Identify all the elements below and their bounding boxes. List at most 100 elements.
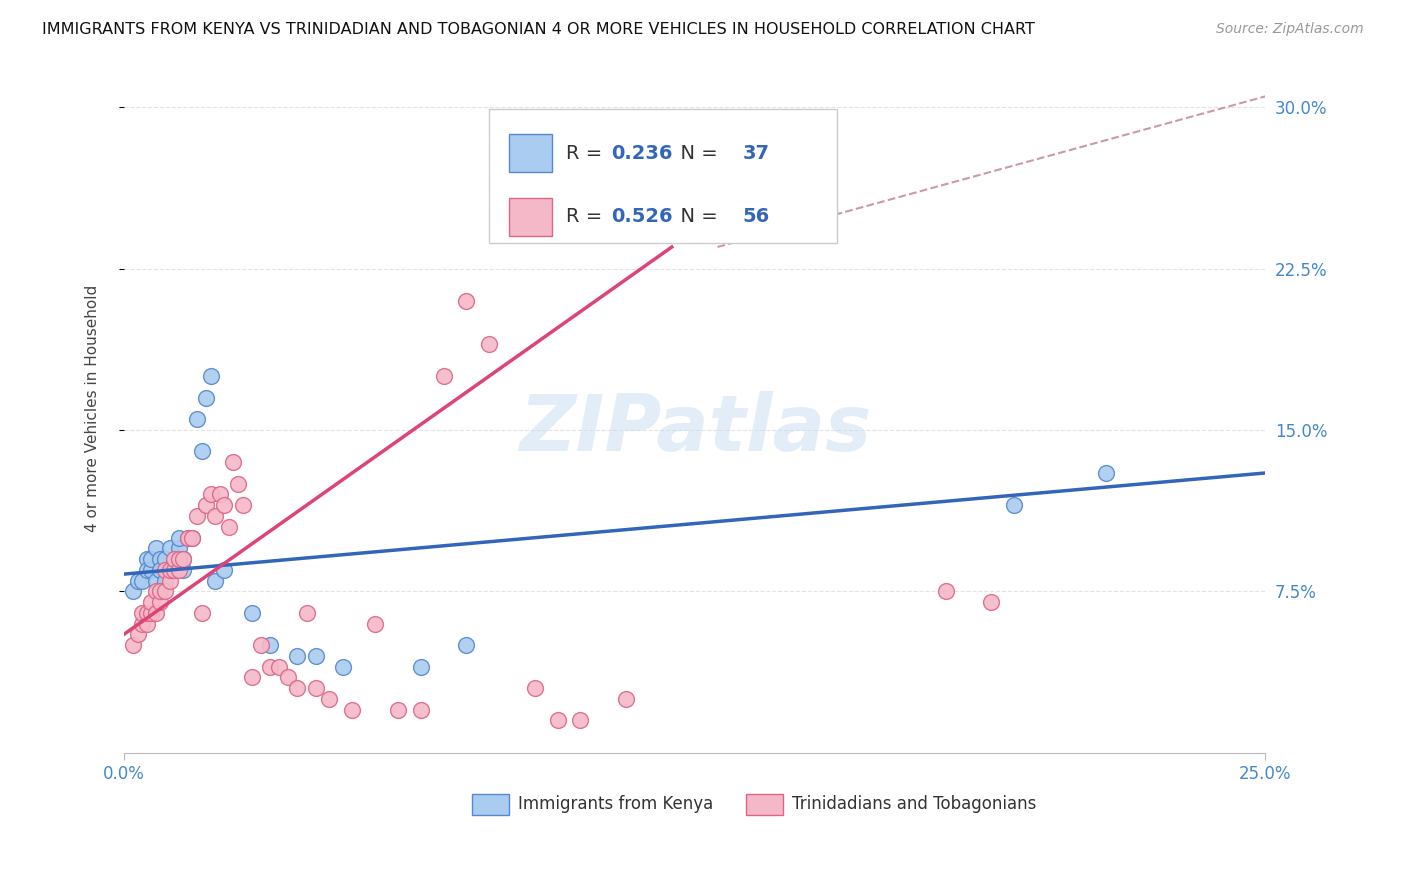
Point — [145, 584, 167, 599]
Point — [167, 563, 190, 577]
Point — [131, 574, 153, 588]
Point — [250, 638, 273, 652]
Point — [478, 336, 501, 351]
Point — [172, 563, 194, 577]
Point — [149, 595, 172, 609]
Text: 0.236: 0.236 — [612, 144, 673, 162]
Point — [432, 369, 454, 384]
Point — [287, 648, 309, 663]
Point — [204, 508, 226, 523]
Point — [159, 563, 181, 577]
Text: Source: ZipAtlas.com: Source: ZipAtlas.com — [1216, 22, 1364, 37]
Point — [127, 574, 149, 588]
Point — [240, 606, 263, 620]
Point — [181, 531, 204, 545]
Point — [141, 552, 163, 566]
Point — [295, 606, 318, 620]
Point — [190, 444, 212, 458]
Point — [153, 584, 176, 599]
Point — [122, 638, 145, 652]
Point — [177, 531, 200, 545]
Text: Trinidadians and Tobagonians: Trinidadians and Tobagonians — [792, 796, 1036, 814]
Point — [200, 369, 222, 384]
Point — [163, 563, 186, 577]
Point — [332, 659, 354, 673]
Point — [214, 563, 236, 577]
Point — [342, 703, 364, 717]
FancyBboxPatch shape — [509, 134, 553, 172]
Point — [141, 595, 163, 609]
Text: N =: N = — [668, 207, 724, 227]
Point — [135, 552, 157, 566]
Point — [1094, 466, 1116, 480]
Point — [186, 412, 208, 426]
Point — [135, 606, 157, 620]
Point — [523, 681, 546, 696]
Point — [122, 584, 145, 599]
Text: R =: R = — [565, 207, 609, 227]
Point — [214, 498, 236, 512]
Point — [287, 681, 309, 696]
Point — [190, 606, 212, 620]
Point — [172, 552, 194, 566]
Text: N =: N = — [668, 144, 724, 162]
Point — [167, 541, 190, 556]
Point — [163, 552, 186, 566]
Point — [387, 703, 409, 717]
FancyBboxPatch shape — [747, 794, 783, 814]
Y-axis label: 4 or more Vehicles in Household: 4 or more Vehicles in Household — [86, 285, 100, 532]
Point — [181, 531, 204, 545]
Point — [149, 552, 172, 566]
Point — [259, 638, 281, 652]
Point — [208, 487, 231, 501]
Text: IMMIGRANTS FROM KENYA VS TRINIDADIAN AND TOBAGONIAN 4 OR MORE VEHICLES IN HOUSEH: IMMIGRANTS FROM KENYA VS TRINIDADIAN AND… — [42, 22, 1035, 37]
Point — [177, 531, 200, 545]
Point — [980, 595, 1002, 609]
Point — [167, 531, 190, 545]
Point — [195, 498, 218, 512]
Text: R =: R = — [565, 144, 609, 162]
Point — [127, 627, 149, 641]
Point — [318, 692, 340, 706]
Text: 56: 56 — [742, 207, 770, 227]
Point — [131, 606, 153, 620]
Point — [614, 692, 637, 706]
Point — [409, 703, 432, 717]
Point — [218, 520, 240, 534]
Point — [222, 455, 245, 469]
Text: 37: 37 — [742, 144, 769, 162]
FancyBboxPatch shape — [509, 198, 553, 235]
FancyBboxPatch shape — [489, 109, 838, 244]
Point — [195, 391, 218, 405]
Point — [172, 552, 194, 566]
Point — [153, 563, 176, 577]
Point — [240, 670, 263, 684]
Point — [153, 552, 176, 566]
Point — [547, 714, 569, 728]
Point — [141, 563, 163, 577]
Point — [569, 714, 592, 728]
Point — [409, 659, 432, 673]
Point — [135, 563, 157, 577]
Point — [149, 563, 172, 577]
Point — [277, 670, 299, 684]
Point — [269, 659, 291, 673]
Text: ZIPatlas: ZIPatlas — [519, 391, 870, 467]
Point — [145, 606, 167, 620]
Point — [456, 638, 478, 652]
Point — [226, 476, 249, 491]
Point — [259, 659, 281, 673]
Point — [186, 508, 208, 523]
Point — [935, 584, 957, 599]
Text: 0.526: 0.526 — [612, 207, 673, 227]
Point — [305, 681, 328, 696]
Point — [232, 498, 254, 512]
Point — [159, 574, 181, 588]
Point — [149, 584, 172, 599]
Point — [167, 552, 190, 566]
Point — [159, 563, 181, 577]
FancyBboxPatch shape — [472, 794, 509, 814]
Point — [1002, 498, 1025, 512]
Point — [131, 616, 153, 631]
Point — [163, 563, 186, 577]
